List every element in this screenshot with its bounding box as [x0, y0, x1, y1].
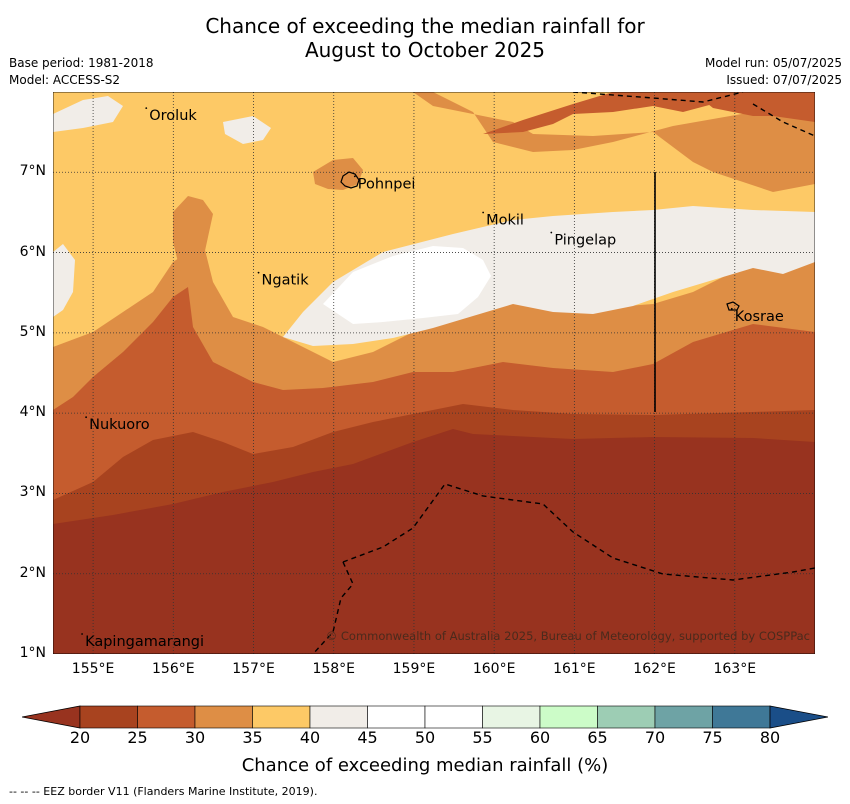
place-marker: [550, 231, 553, 234]
colorbar-label: 30: [184, 728, 206, 747]
colorbar-segment: [597, 705, 656, 729]
colorbar-label: 80: [759, 728, 781, 747]
place-marker: [81, 633, 83, 635]
place-marker: [257, 271, 260, 274]
colorbar: [22, 705, 828, 729]
rainfall-map: Oroluk Pohnpei Mokil Pingelap Ngatik Kosrae Nu…: [53, 92, 815, 654]
colorbar-segment: [194, 705, 253, 729]
place-marker: [85, 416, 87, 419]
colorbar-segment: [79, 705, 138, 729]
y-tick-label: 7°N: [19, 163, 46, 180]
y-tick-label: 6°N: [19, 243, 46, 260]
x-tick-label: 156°E: [152, 661, 195, 677]
place-ngatik: Ngatik: [257, 271, 310, 289]
place-nukuoro: Nukuoro: [85, 416, 150, 433]
meta-right: Model run: 05/07/2025 Issued: 07/07/2025: [705, 55, 842, 89]
colorbar-segment: [367, 705, 426, 729]
meta-left: Base period: 1981-2018 Model: ACCESS-S2: [9, 55, 154, 89]
place-label: Kosrae: [735, 309, 784, 325]
colorbar-label: 70: [644, 728, 666, 747]
band-45-50-northwest: [53, 96, 123, 132]
colorbar-label: 25: [127, 728, 148, 747]
place-label: Pingelap: [554, 233, 616, 249]
place-kosrae: Kosrae: [730, 307, 784, 325]
eez-footnote: -- -- -- EEZ border V11 (Flanders Marine…: [9, 785, 318, 798]
colorbar-segment: [252, 705, 311, 729]
title-line-1: Chance of exceeding the median rainfall …: [205, 14, 645, 38]
x-tick-label: 155°E: [71, 661, 115, 677]
colorbar-segment: [309, 705, 368, 729]
band-45-50-west: [53, 244, 75, 317]
colorbar-label: 75: [702, 728, 723, 747]
eez-border: [312, 92, 815, 654]
pohnpei-island-outline: [340, 171, 360, 189]
band-35-40-column: [173, 196, 213, 282]
place-label: Kapingamarangi: [85, 634, 204, 650]
colorbar-segment: [482, 705, 541, 729]
place-marker: [353, 175, 356, 178]
y-tick-label: 5°N: [19, 323, 46, 340]
place-label: Oroluk: [149, 108, 197, 124]
place-label: Mokil: [486, 212, 524, 228]
place-marker: [145, 107, 148, 109]
colorbar-label: 55: [472, 728, 493, 747]
y-tick-label: 2°N: [19, 564, 46, 581]
title-line-2: August to October 2025: [304, 38, 546, 62]
x-tick-label: 159°E: [392, 661, 436, 677]
place-label: Pohnpei: [358, 176, 416, 192]
band-45-50-patch: [223, 116, 271, 144]
place-label: Ngatik: [262, 273, 310, 289]
kosrae-island-outline: [726, 301, 740, 311]
colorbar-label: 45: [357, 728, 378, 747]
colorbar-label: 60: [529, 728, 551, 747]
place-labels: Oroluk Pohnpei Mokil Pingelap Ngatik Kosrae Nu…: [81, 107, 784, 650]
band-50-55: [323, 246, 491, 324]
x-tick-label: 158°E: [312, 661, 356, 677]
model-run: Model run: 05/07/2025: [704, 56, 842, 70]
base-period: Base period: 1981-2018: [9, 56, 154, 70]
colorbar-label: 40: [299, 728, 321, 747]
place-pingelap: Pingelap: [550, 231, 616, 249]
place-kapingamarangi: Kapingamarangi: [81, 633, 204, 650]
colorbar-segment: [712, 705, 771, 729]
y-tick-label: 1°N: [19, 645, 46, 661]
colorbar-over-arrow: [769, 705, 828, 729]
x-tick-label: 161°E: [553, 661, 596, 677]
x-tick-label: 162°E: [633, 661, 676, 677]
colorbar-title: Chance of exceeding median rainfall (%): [241, 755, 609, 776]
colorbar-segment: [654, 705, 713, 729]
colorbar-segment: [539, 705, 598, 729]
x-tick-label: 157°E: [232, 661, 275, 677]
place-pohnpei: Pohnpei: [353, 175, 416, 192]
place-label: Nukuoro: [89, 417, 150, 433]
colorbar-label: 35: [242, 728, 263, 747]
band-35-40-pocket-north: [383, 92, 815, 192]
colorbar-label: 65: [587, 728, 608, 747]
colorbar-segment: [137, 705, 196, 729]
colorbar-label: 20: [69, 728, 91, 747]
place-oroluk: Oroluk: [145, 107, 197, 124]
x-tick-label: 163°E: [713, 661, 757, 677]
y-tick-label: 3°N: [19, 484, 46, 501]
copyright-notice: © Commonwealth of Australia 2025, Bureau…: [326, 629, 810, 643]
place-mokil: Mokil: [482, 211, 524, 228]
issued-date: Issued: 07/07/2025: [726, 73, 842, 87]
y-tick-label: 4°N: [19, 404, 46, 421]
place-marker: [482, 211, 485, 214]
colorbar-label: 50: [414, 728, 436, 747]
map-title: Chance of exceeding the median rainfall …: [0, 14, 850, 62]
colorbar-under-arrow: [22, 705, 81, 729]
model-name: Model: ACCESS-S2: [9, 73, 121, 87]
colorbar-segment: [424, 705, 483, 729]
place-marker: [730, 307, 733, 310]
band-35-40-pohnpei: [313, 158, 363, 190]
x-tick-label: 160°E: [472, 661, 516, 677]
